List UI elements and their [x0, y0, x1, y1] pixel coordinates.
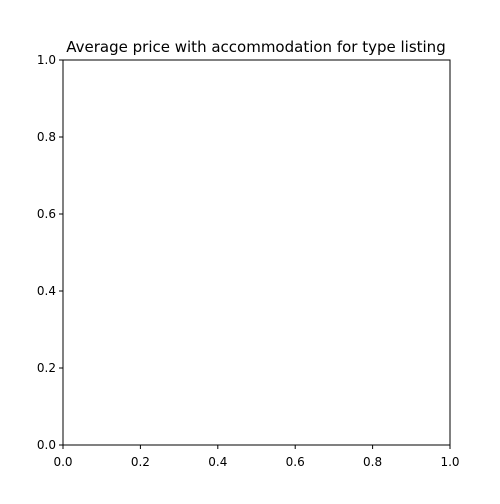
x-tick-label: 0.0 [53, 455, 72, 469]
x-tick-label: 1.0 [440, 455, 459, 469]
x-tick-label: 0.2 [131, 455, 150, 469]
y-tick-label: 0.8 [37, 130, 56, 144]
y-tick-label: 0.2 [37, 361, 56, 375]
y-tick-label: 1.0 [37, 53, 56, 67]
x-tick-label: 0.6 [286, 455, 305, 469]
x-axis: 0.0 0.2 0.4 0.6 0.8 1.0 [53, 445, 460, 469]
y-axis: 0.0 0.2 0.4 0.6 0.8 1.0 [37, 53, 63, 452]
y-tick-label: 0.0 [37, 438, 56, 452]
plot-area-frame [62, 59, 451, 446]
x-tick-label: 0.4 [208, 455, 227, 469]
x-tick-label: 0.8 [363, 455, 382, 469]
y-tick-label: 0.4 [37, 284, 56, 298]
chart-title: Average price with accommodation for typ… [66, 38, 445, 56]
y-tick-label: 0.6 [37, 207, 56, 221]
